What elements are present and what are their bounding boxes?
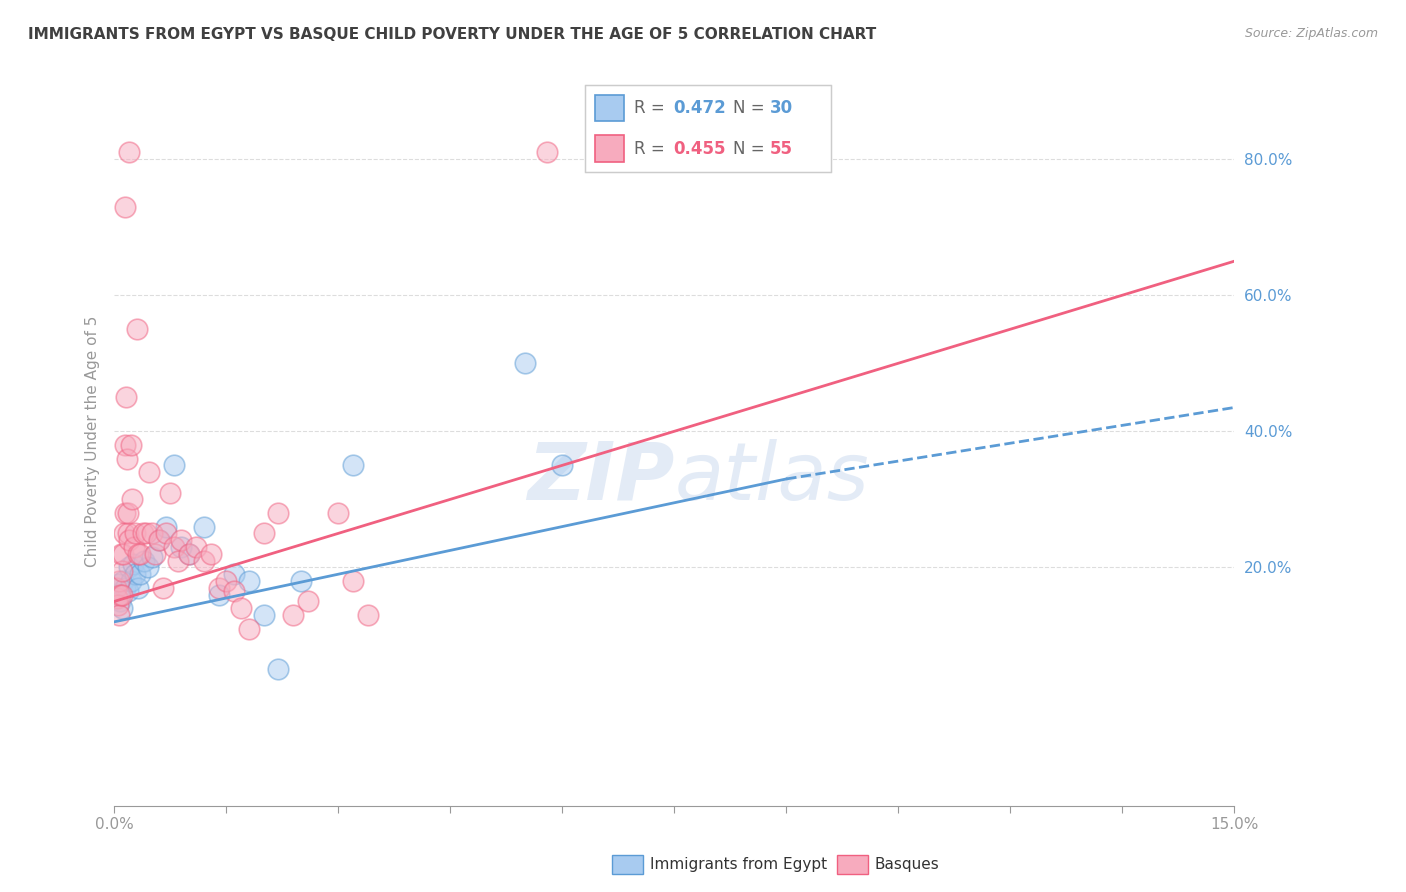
- Point: [252, 608, 274, 623]
- Point: [128, 547, 150, 561]
- Point: [155, 526, 177, 541]
- Point: [107, 574, 129, 588]
- Point: [342, 458, 364, 473]
- Point: [170, 533, 193, 548]
- Point: [177, 547, 200, 561]
- Point: [115, 451, 138, 466]
- Point: [132, 553, 155, 567]
- Point: [513, 356, 536, 370]
- Point: [626, 145, 648, 160]
- Point: [163, 540, 186, 554]
- Point: [148, 533, 170, 548]
- Point: [107, 598, 129, 612]
- Point: [125, 322, 148, 336]
- Point: [215, 574, 238, 588]
- Point: [148, 533, 170, 548]
- Point: [357, 608, 380, 623]
- Point: [252, 526, 274, 541]
- Point: [124, 567, 146, 582]
- Text: IMMIGRANTS FROM EGYPT VS BASQUE CHILD POVERTY UNDER THE AGE OF 5 CORRELATION CHA: IMMIGRANTS FROM EGYPT VS BASQUE CHILD PO…: [28, 27, 876, 42]
- Point: [267, 506, 290, 520]
- Point: [117, 506, 139, 520]
- Point: [118, 145, 141, 160]
- Point: [222, 584, 245, 599]
- Text: atlas: atlas: [675, 439, 869, 517]
- Point: [110, 547, 132, 561]
- Text: Source: ZipAtlas.com: Source: ZipAtlas.com: [1244, 27, 1378, 40]
- Point: [267, 663, 290, 677]
- Point: [114, 506, 136, 520]
- Point: [111, 564, 134, 578]
- Point: [131, 526, 153, 541]
- Text: Basques: Basques: [875, 857, 939, 871]
- Point: [111, 601, 134, 615]
- Point: [159, 485, 181, 500]
- Y-axis label: Child Poverty Under the Age of 5: Child Poverty Under the Age of 5: [86, 316, 100, 567]
- Point: [112, 574, 135, 588]
- Point: [121, 557, 143, 571]
- Point: [136, 560, 159, 574]
- Point: [114, 200, 136, 214]
- Text: Immigrants from Egypt: Immigrants from Egypt: [650, 857, 827, 871]
- Point: [163, 458, 186, 473]
- Point: [117, 526, 139, 541]
- Point: [283, 608, 305, 623]
- Point: [127, 581, 149, 595]
- Point: [238, 574, 260, 588]
- Point: [200, 547, 222, 561]
- Point: [193, 519, 215, 533]
- Point: [141, 526, 163, 541]
- Point: [155, 519, 177, 533]
- Point: [135, 526, 157, 541]
- Point: [177, 547, 200, 561]
- Point: [193, 553, 215, 567]
- Point: [297, 594, 319, 608]
- Point: [122, 540, 145, 554]
- Point: [222, 567, 245, 582]
- Point: [186, 540, 208, 554]
- Point: [208, 588, 231, 602]
- Point: [328, 506, 350, 520]
- Point: [108, 594, 131, 608]
- Point: [166, 553, 188, 567]
- Point: [152, 581, 174, 595]
- Point: [238, 622, 260, 636]
- Point: [108, 588, 131, 602]
- Point: [129, 567, 152, 582]
- Point: [170, 540, 193, 554]
- Point: [551, 458, 574, 473]
- Point: [124, 526, 146, 541]
- Point: [138, 465, 160, 479]
- Point: [111, 588, 134, 602]
- Point: [115, 390, 138, 404]
- Point: [121, 492, 143, 507]
- Point: [120, 438, 142, 452]
- Point: [112, 526, 135, 541]
- Point: [208, 581, 231, 595]
- Point: [105, 591, 128, 605]
- Point: [141, 550, 163, 565]
- Point: [290, 574, 312, 588]
- Point: [143, 547, 166, 561]
- Point: [108, 608, 131, 623]
- Point: [536, 145, 558, 160]
- Point: [120, 574, 142, 588]
- Point: [118, 560, 141, 574]
- Point: [112, 547, 135, 561]
- Text: ZIP: ZIP: [527, 439, 675, 517]
- Point: [342, 574, 364, 588]
- Point: [118, 533, 141, 548]
- Point: [114, 581, 136, 595]
- Point: [104, 581, 127, 595]
- Point: [127, 547, 149, 561]
- Point: [117, 584, 139, 599]
- Point: [114, 438, 136, 452]
- Point: [107, 577, 129, 591]
- Point: [231, 601, 253, 615]
